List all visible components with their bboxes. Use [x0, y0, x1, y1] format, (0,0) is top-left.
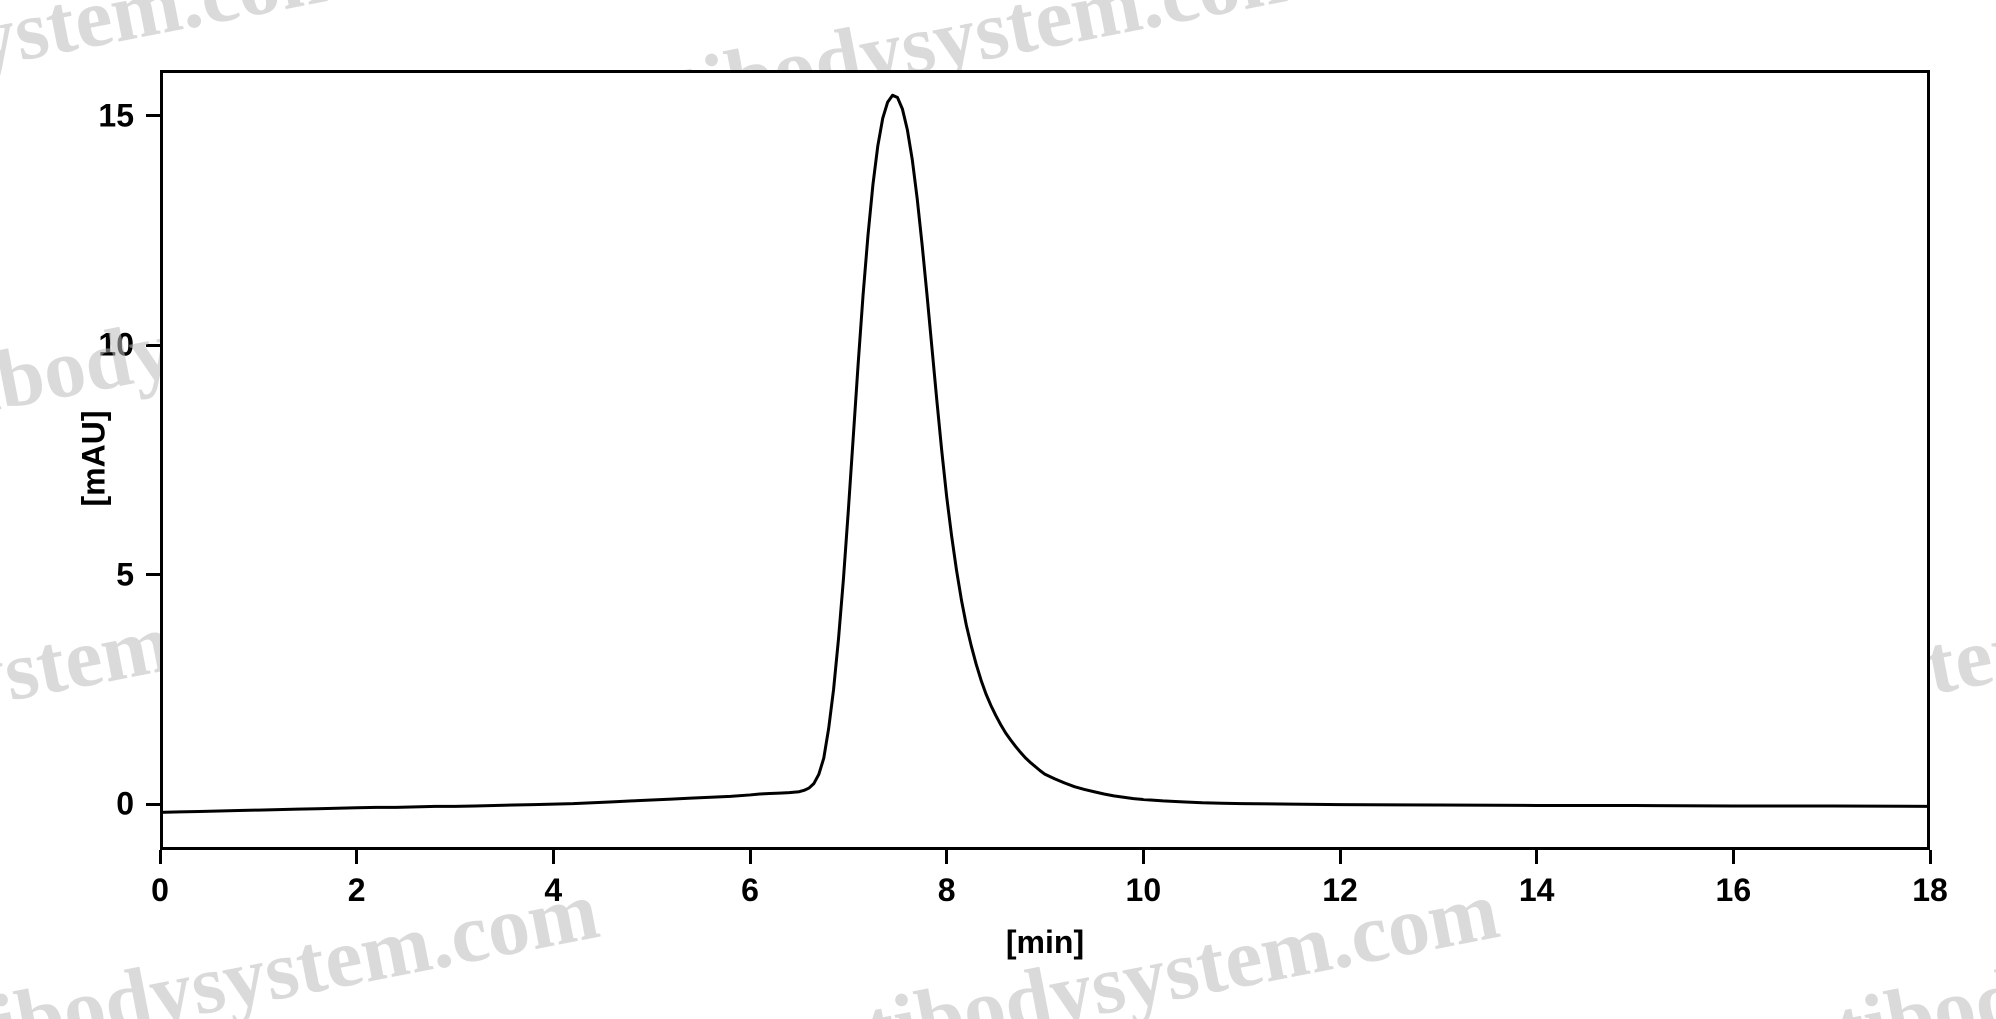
x-tick-label: 12	[1322, 872, 1358, 909]
x-tick	[749, 850, 752, 864]
x-tick-label: 16	[1716, 872, 1752, 909]
x-tick-label: 4	[544, 872, 562, 909]
y-tick-label: 5	[94, 556, 134, 593]
x-tick-label: 2	[348, 872, 366, 909]
x-tick-label: 14	[1519, 872, 1555, 909]
y-tick	[146, 573, 160, 576]
x-tick	[159, 850, 162, 864]
y-axis-label: [mAU]	[76, 389, 113, 529]
x-tick	[1535, 850, 1538, 864]
watermark-text: antibodysystem.com	[0, 862, 606, 1019]
y-tick	[146, 803, 160, 806]
plot-svg	[160, 70, 1930, 850]
x-tick	[1339, 850, 1342, 864]
figure-root: antibodysystem.comantibodysystem.comanti…	[0, 0, 1996, 1019]
x-tick	[1142, 850, 1145, 864]
y-tick-label: 10	[94, 327, 134, 364]
chromatogram-chart	[160, 70, 1930, 850]
x-tick	[1929, 850, 1932, 864]
watermark-text: antibodysystem.com	[1741, 862, 1996, 1019]
y-tick-label: 15	[94, 97, 134, 134]
x-tick-label: 6	[741, 872, 759, 909]
x-tick	[355, 850, 358, 864]
x-tick-label: 8	[938, 872, 956, 909]
x-tick	[552, 850, 555, 864]
y-tick	[146, 114, 160, 117]
x-tick	[1732, 850, 1735, 864]
x-tick-label: 18	[1912, 872, 1948, 909]
y-tick-label: 0	[94, 786, 134, 823]
y-tick	[146, 344, 160, 347]
x-axis-label: [min]	[985, 924, 1105, 961]
x-tick	[945, 850, 948, 864]
x-tick-label: 10	[1126, 872, 1162, 909]
x-tick-label: 0	[151, 872, 169, 909]
